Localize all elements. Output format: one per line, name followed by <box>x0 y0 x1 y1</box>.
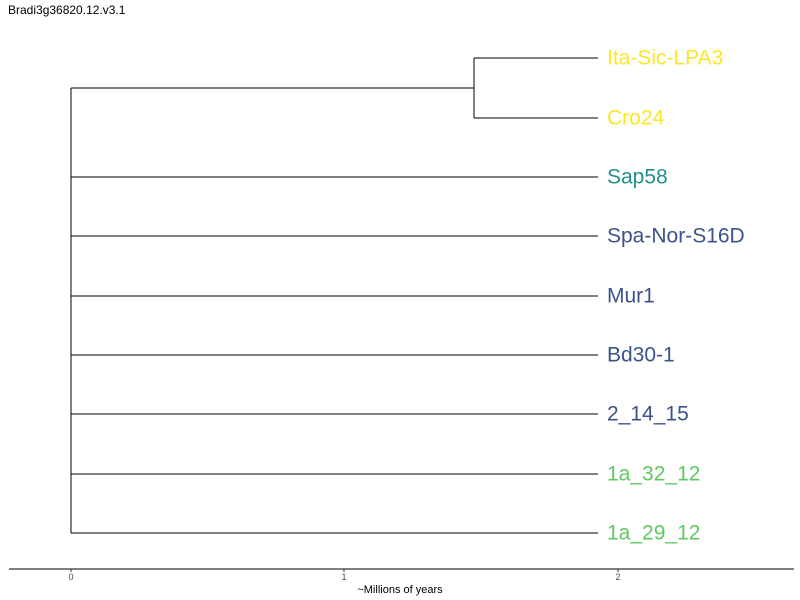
tree-branches <box>70 57 598 534</box>
tip-label: Bd30-1 <box>607 344 675 367</box>
tip-label: 1a_29_12 <box>607 522 700 545</box>
x-axis-title: ~Millions of years <box>357 584 443 596</box>
tip-label: Sap58 <box>607 166 668 189</box>
tip-label: Mur1 <box>607 285 655 308</box>
tip-label: 1a_32_12 <box>607 463 700 486</box>
x-tick-label: 2 <box>615 572 620 582</box>
tip-label: Spa-Nor-S16D <box>607 225 745 248</box>
tip-label: Cro24 <box>607 107 665 130</box>
tip-labels: Ita-Sic-LPA3 Cro24 Sap58 Spa-Nor-S16D Mu… <box>607 47 745 545</box>
tip-label: 2_14_15 <box>607 403 689 426</box>
x-tick-label: 0 <box>68 572 73 582</box>
plot-title: Bradi3g36820.12.v3.1 <box>8 3 126 17</box>
tip-label: Ita-Sic-LPA3 <box>607 47 723 70</box>
x-axis: 0 1 2 ~Millions of years <box>9 568 794 596</box>
x-tick-label: 1 <box>341 572 346 582</box>
